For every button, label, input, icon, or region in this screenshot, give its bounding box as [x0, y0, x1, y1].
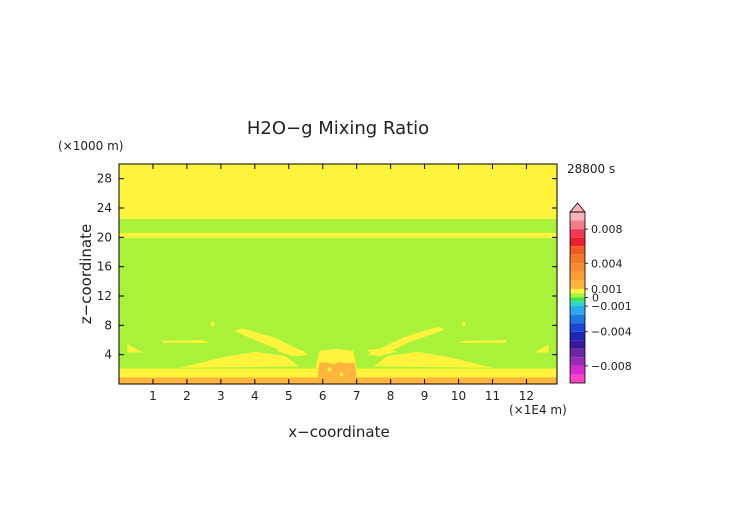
x-tick-label-6: 7: [353, 389, 361, 403]
colorbar-segment-8: [570, 280, 585, 289]
colorbar-segment-13: [570, 306, 585, 315]
colorbar-label-5: −0.004: [591, 326, 632, 339]
x-axis-title: x−coordinate: [288, 423, 389, 441]
colorbar-segment-19: [570, 357, 585, 366]
y-tick-label-3: 16: [97, 260, 112, 274]
colorbar-label-6: −0.008: [591, 360, 632, 373]
colorbar-segment-12: [570, 301, 585, 307]
y-unit-label: (×1000 m): [58, 139, 123, 153]
colorbar-segment-0: [570, 212, 585, 221]
x-tick-label-5: 6: [319, 389, 327, 403]
x-tick-label-10: 11: [485, 389, 500, 403]
colorbar-segment-21: [570, 374, 585, 383]
y-tick-label-2: 12: [97, 289, 112, 303]
field-feature-0: [127, 344, 143, 353]
x-tick-label-11: 12: [519, 389, 534, 403]
plot-frame: [118, 163, 558, 385]
plot-area: [118, 163, 558, 385]
field-dot-1: [461, 321, 466, 326]
colorbar-segment-17: [570, 340, 585, 349]
colorbar-segment-15: [570, 323, 585, 332]
colorbar-segment-20: [570, 365, 585, 375]
field-band-2: [119, 232, 557, 239]
colorbar-label-3: 0: [592, 292, 599, 305]
x-tick-label-9: 10: [451, 389, 466, 403]
y-tick-label-6: 28: [97, 172, 112, 186]
field-dot-3: [339, 372, 344, 377]
x-tick-label-4: 5: [285, 389, 293, 403]
field-feature-9: [275, 348, 306, 357]
y-tick-label-5: 24: [97, 201, 112, 215]
x-unit-label: (×1E4 m): [509, 403, 567, 417]
x-tick-label-7: 8: [387, 389, 395, 403]
colorbar-segment-1: [570, 220, 585, 230]
chart-title: H2O−g Mixing Ratio: [247, 118, 429, 139]
colorbar-segment-14: [570, 314, 585, 324]
colorbar-segment-11: [570, 297, 585, 302]
colorbar-extend-arrow: [569, 202, 586, 213]
x-axis: 1 2 3 4 5 6 7 8 9 10 11 12: [149, 164, 534, 403]
colorbar-segment-5: [570, 254, 585, 264]
colorbar-label-0: 0.008: [591, 223, 623, 236]
x-tick-label-0: 1: [149, 389, 157, 403]
field-dot-2: [327, 367, 332, 372]
colorbar-segment-18: [570, 348, 585, 358]
field-band-1: [119, 164, 557, 219]
colorbar-label-2: 0.001: [591, 283, 623, 296]
x-tick-label-1: 2: [183, 389, 191, 403]
field-feature-5: [373, 351, 493, 368]
colorbar-segment-2: [570, 229, 585, 238]
colorbar-segment-6: [570, 263, 585, 272]
field-feature-11: [317, 362, 357, 381]
colorbar-segment-3: [570, 237, 585, 247]
y-axis-title: z−coordinate: [77, 224, 95, 324]
y-axis: 4 8 12 16 20 24 28: [97, 172, 557, 362]
field-dot-0: [210, 321, 215, 326]
y-tick-label-1: 8: [104, 318, 112, 332]
colorbar-segment-9: [570, 288, 585, 294]
x-tick-label-2: 3: [217, 389, 225, 403]
field-feature-10: [366, 348, 398, 357]
colorbar-label-4: −0.001: [591, 300, 632, 313]
colorbar-segment-10: [570, 293, 585, 298]
field-feature-4: [180, 351, 299, 368]
x-tick-label-8: 9: [421, 389, 429, 403]
field-band-4: [119, 377, 557, 384]
x-tick-label-3: 4: [251, 389, 259, 403]
field-feature-7: [366, 326, 445, 357]
colorbar-segment-16: [570, 331, 585, 341]
y-tick-label-4: 20: [97, 230, 112, 244]
field-feature-1: [534, 344, 549, 353]
colorbar-segment-4: [570, 246, 585, 255]
colorbar-segment-7: [570, 271, 585, 281]
y-tick-label-0: 4: [104, 348, 112, 362]
field-feature-3: [458, 340, 507, 343]
colorbar-label-1: 0.004: [591, 257, 623, 270]
field-feature-2: [163, 340, 211, 343]
time-label: 28800 s: [567, 162, 615, 176]
